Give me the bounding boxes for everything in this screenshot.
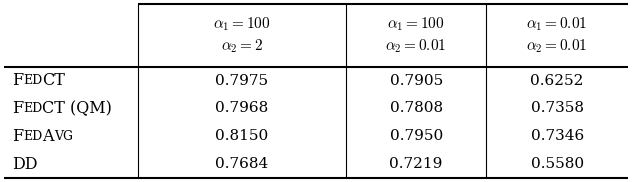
Text: VG: VG — [54, 130, 73, 143]
Text: $\alpha_1 = 0.01$: $\alpha_1 = 0.01$ — [526, 15, 588, 33]
Text: ED: ED — [23, 130, 42, 143]
Text: 0.7950: 0.7950 — [389, 129, 443, 143]
Text: 0.7358: 0.7358 — [531, 101, 584, 115]
Text: 0.8150: 0.8150 — [216, 129, 269, 143]
Text: ED: ED — [23, 74, 42, 87]
Text: 0.7975: 0.7975 — [216, 74, 269, 88]
Text: F: F — [12, 72, 23, 89]
Text: A: A — [42, 128, 54, 145]
Text: $\alpha_2 = 0.01$: $\alpha_2 = 0.01$ — [526, 38, 588, 55]
Text: 0.7346: 0.7346 — [530, 129, 584, 143]
Text: F: F — [12, 100, 23, 117]
Text: 0.6252: 0.6252 — [530, 74, 584, 88]
Text: $\alpha_1 = 100$: $\alpha_1 = 100$ — [387, 15, 445, 33]
Text: 0.7905: 0.7905 — [389, 74, 443, 88]
Text: 0.7219: 0.7219 — [389, 157, 443, 171]
Text: CT (QM): CT (QM) — [42, 100, 112, 117]
Text: 0.7684: 0.7684 — [216, 157, 269, 171]
Text: 0.5580: 0.5580 — [531, 157, 584, 171]
Text: $\alpha_2 = 0.01$: $\alpha_2 = 0.01$ — [386, 38, 447, 55]
Text: CT: CT — [42, 72, 65, 89]
Text: F: F — [12, 128, 23, 145]
Text: ED: ED — [23, 102, 42, 115]
Text: DD: DD — [12, 156, 37, 173]
Text: $\alpha_1 = 100$: $\alpha_1 = 100$ — [213, 15, 271, 33]
Text: 0.7968: 0.7968 — [216, 101, 269, 115]
Text: 0.7808: 0.7808 — [389, 101, 442, 115]
Text: $\alpha_2 = 2$: $\alpha_2 = 2$ — [221, 38, 263, 55]
